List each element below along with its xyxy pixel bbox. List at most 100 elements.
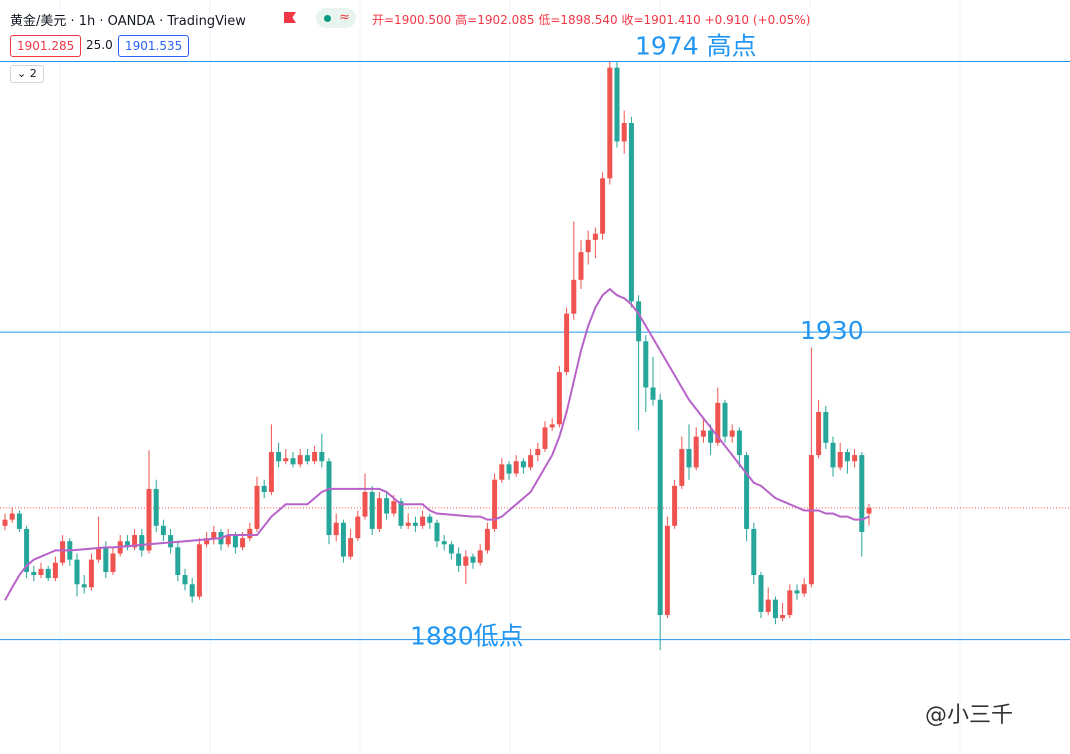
- candle-body: [528, 455, 534, 468]
- candle-body: [225, 535, 231, 545]
- ask-price[interactable]: 1901.535: [118, 35, 190, 57]
- candle-body: [74, 559, 80, 585]
- candle-body: [830, 442, 836, 468]
- candle-body: [333, 522, 339, 536]
- candle-body: [412, 522, 418, 526]
- candle-body: [513, 461, 519, 474]
- candle-body: [506, 464, 512, 474]
- grid: [59, 0, 961, 754]
- candle-body: [585, 239, 591, 253]
- candle-body: [254, 485, 260, 529]
- watermark: @小三千: [925, 703, 1014, 728]
- candle-body: [571, 279, 577, 314]
- candle-body: [348, 538, 354, 557]
- candle-body: [326, 461, 332, 536]
- candle-body: [45, 568, 51, 579]
- candle-body: [535, 448, 541, 456]
- candle-body: [729, 430, 735, 437]
- candle-body: [607, 67, 613, 179]
- candle-body: [304, 455, 310, 462]
- level-label: 1930: [800, 316, 864, 345]
- change: +0.910 (+0.05%): [704, 13, 811, 27]
- candle-body: [499, 464, 505, 480]
- candle-body: [146, 488, 152, 551]
- candle-body: [823, 412, 829, 443]
- candle-body: [290, 458, 296, 465]
- spread: 25.0: [86, 38, 113, 52]
- candle-body: [715, 402, 721, 443]
- high: 高=1902.085: [455, 13, 535, 27]
- candle-body: [283, 458, 289, 462]
- candle-body: [81, 584, 87, 588]
- flag-icon[interactable]: [284, 12, 296, 23]
- candle-body: [686, 448, 692, 468]
- candle-body: [801, 584, 807, 594]
- candle-body: [708, 430, 714, 443]
- indicator-count: 2: [29, 67, 37, 80]
- candle-body: [564, 313, 570, 373]
- candle-body: [448, 544, 454, 554]
- candle-body: [31, 571, 37, 576]
- candle-body: [736, 430, 742, 456]
- candle-body: [204, 538, 210, 545]
- candle-body: [542, 427, 548, 449]
- candle-body: [362, 492, 368, 517]
- candle-body: [297, 455, 303, 465]
- candle-body: [9, 513, 15, 520]
- candle-body: [484, 528, 490, 551]
- candle-body: [650, 387, 656, 400]
- candle-body: [852, 455, 858, 462]
- close: 收=1901.410: [621, 13, 701, 27]
- candle-body: [643, 341, 649, 388]
- candle-body: [376, 498, 382, 529]
- candle-body: [780, 615, 786, 619]
- candle-body: [837, 452, 843, 468]
- candle-body: [369, 492, 375, 529]
- candle-body: [247, 528, 253, 539]
- candle-body: [405, 522, 411, 526]
- candle-body: [153, 488, 159, 526]
- candle-body: [866, 507, 872, 514]
- candle-body: [592, 233, 598, 240]
- candle-body: [355, 516, 361, 539]
- candle-body: [175, 547, 181, 576]
- candle-body: [772, 599, 778, 619]
- candle-body: [816, 412, 822, 456]
- candle-body: [679, 448, 685, 486]
- candle-body: [859, 455, 865, 532]
- candle-body: [38, 568, 44, 576]
- status-dot: [324, 15, 331, 22]
- bid-price[interactable]: 1901.285: [10, 35, 82, 57]
- indicator-toggle[interactable]: ⌄ 2: [10, 65, 44, 83]
- candle-body: [794, 590, 800, 594]
- candle-body: [844, 452, 850, 462]
- candle-body: [492, 479, 498, 529]
- candle-body: [189, 584, 195, 597]
- candle-body: [384, 498, 390, 514]
- candle-body: [52, 562, 58, 579]
- candle-body: [693, 436, 699, 468]
- candle-body: [700, 430, 706, 437]
- candle-body: [420, 516, 426, 526]
- candle-body: [391, 501, 397, 514]
- candle-body: [132, 535, 138, 548]
- candle-body: [556, 372, 562, 425]
- candle-body: [722, 402, 728, 437]
- candle-body: [477, 550, 483, 563]
- candle-body: [24, 528, 30, 572]
- candle-body: [765, 599, 771, 612]
- candle-body: [549, 424, 555, 428]
- candle-body: [434, 522, 440, 542]
- candle-body: [398, 501, 404, 526]
- candle-body: [88, 559, 94, 588]
- candle-body: [168, 535, 174, 548]
- level-label: 1974 高点: [635, 32, 757, 61]
- candle-body: [232, 535, 238, 548]
- candle-body: [657, 399, 663, 616]
- candle-body: [751, 528, 757, 576]
- candle-body: [672, 485, 678, 526]
- candle-body: [312, 452, 318, 462]
- status-pill[interactable]: ≈: [316, 8, 356, 28]
